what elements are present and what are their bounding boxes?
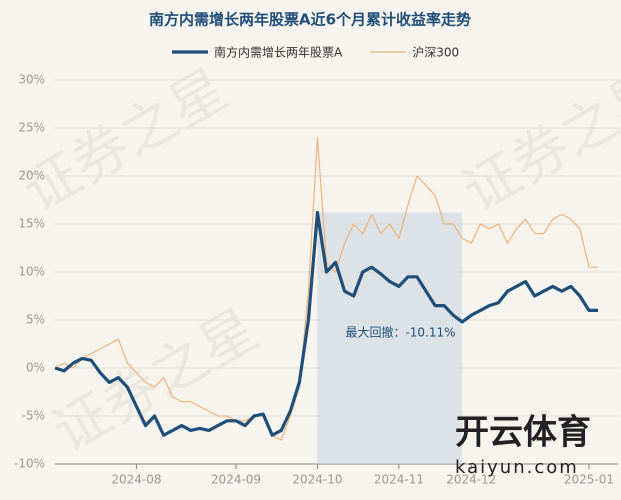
y-tick-label: -5% bbox=[22, 409, 45, 423]
chart-title: 南方内需增长两年股票A近6个月累计收益率走势 bbox=[149, 11, 471, 29]
x-tick-label: 2024-11 bbox=[374, 473, 424, 487]
y-tick-label: -10% bbox=[14, 457, 45, 471]
legend-label: 南方内需增长两年股票A bbox=[214, 45, 343, 60]
y-tick-label: 20% bbox=[18, 169, 45, 183]
annotation: 最大回撤：-10.11% bbox=[345, 325, 455, 340]
y-tick-label: 15% bbox=[18, 217, 45, 231]
x-tick-label: 2025-01 bbox=[564, 473, 614, 487]
legend-label: 沪深300 bbox=[412, 46, 459, 60]
y-tick-label: 25% bbox=[18, 121, 45, 135]
series-line bbox=[54, 210, 598, 437]
x-tick-label: 2024-09 bbox=[211, 473, 261, 487]
watermark: kaiyun.com bbox=[455, 457, 579, 478]
y-tick-label: 10% bbox=[18, 265, 45, 279]
y-tick-label: 0% bbox=[26, 361, 45, 375]
x-tick-label: 2024-10 bbox=[292, 473, 342, 487]
x-tick-label: 2024-12 bbox=[446, 473, 496, 487]
watermark: 开云体育 bbox=[455, 413, 591, 453]
y-tick-label: 5% bbox=[26, 313, 45, 327]
x-tick-label: 2024-08 bbox=[111, 473, 161, 487]
y-tick-label: 30% bbox=[18, 73, 45, 87]
